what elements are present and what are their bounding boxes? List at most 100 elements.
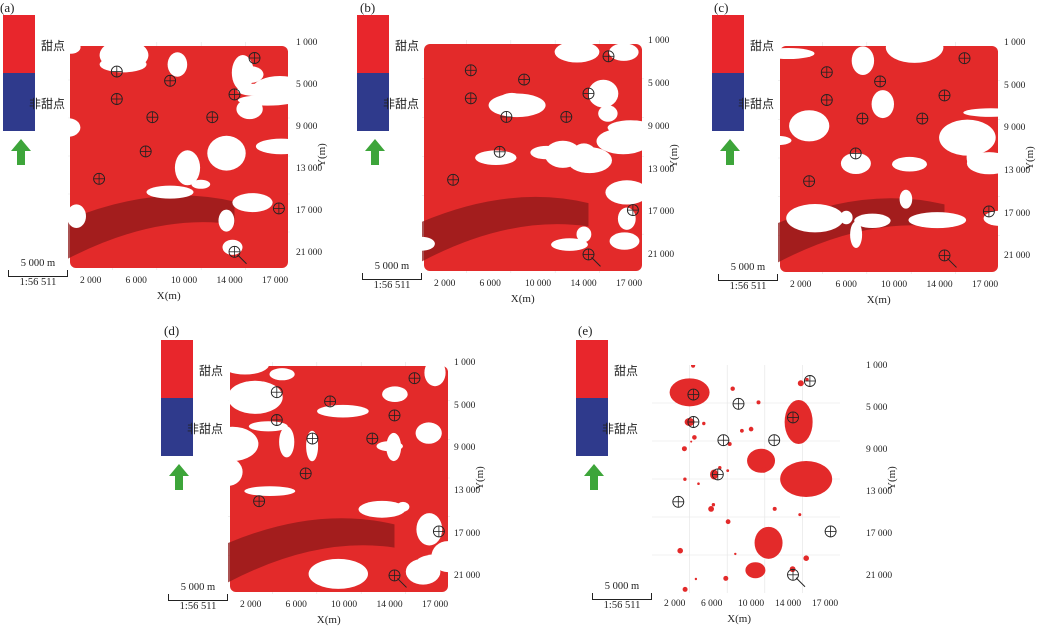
legend-sweet-label: 甜点 bbox=[395, 39, 420, 53]
well-marker-icon bbox=[820, 66, 833, 79]
y-tick-label: 21 000 bbox=[866, 570, 893, 581]
x-tick-label: 6 000 bbox=[479, 279, 501, 289]
x-tick-label: 17 000 bbox=[972, 280, 999, 290]
y-tick-label: 17 000 bbox=[648, 207, 675, 218]
y-tick-label: 21 000 bbox=[648, 250, 675, 261]
well-marker-icon bbox=[803, 375, 816, 387]
panel-label: (a) bbox=[0, 0, 15, 15]
y-tick-label: 17 000 bbox=[866, 528, 893, 539]
well-marker-icon bbox=[602, 50, 615, 63]
legend-sweet-label: 甜点 bbox=[614, 364, 639, 378]
up-arrow-icon bbox=[365, 139, 385, 165]
legend-nonsweet-label: 非甜点 bbox=[187, 422, 224, 436]
well-marker-icon bbox=[110, 93, 123, 105]
legend-sweet-swatch bbox=[576, 340, 608, 398]
legend-nonsweet-swatch bbox=[712, 73, 744, 131]
y-tick-label: 9 000 bbox=[866, 444, 888, 455]
well-marker-icon bbox=[820, 94, 833, 106]
y-tick-label: 9 000 bbox=[1004, 123, 1026, 134]
well-marker-icon bbox=[270, 386, 283, 399]
legend-sweet-label: 甜点 bbox=[199, 364, 224, 378]
x-tick-label: 17 000 bbox=[812, 599, 839, 609]
x-tick-label: 17 000 bbox=[422, 600, 449, 610]
well-marker-icon bbox=[787, 411, 799, 424]
well-marker-icon bbox=[206, 111, 219, 124]
panel-label: (c) bbox=[714, 0, 729, 15]
x-tick-label: 14 000 bbox=[926, 280, 953, 290]
well-marker-icon bbox=[803, 175, 816, 188]
well-marker-icon bbox=[938, 249, 951, 262]
sweet-spot-map bbox=[228, 362, 450, 594]
y-tick-label: 17 000 bbox=[1004, 208, 1031, 219]
well-marker-icon bbox=[228, 88, 241, 101]
x-tick-label: 10 000 bbox=[525, 279, 552, 289]
y-tick-label: 5 000 bbox=[296, 79, 318, 90]
well-marker-icon bbox=[856, 112, 869, 125]
well-marker-icon bbox=[768, 434, 781, 447]
scale-length: 5 000 m bbox=[374, 261, 410, 272]
x-tick-label: 14 000 bbox=[570, 279, 597, 289]
well-marker-icon bbox=[272, 202, 285, 215]
legend-sweet-label: 甜点 bbox=[41, 39, 66, 53]
well-marker-icon bbox=[366, 432, 379, 445]
well-marker-icon bbox=[447, 173, 460, 186]
well-marker-icon bbox=[626, 204, 639, 217]
x-tick-label: 10 000 bbox=[171, 276, 198, 286]
y-tick-label: 1 000 bbox=[1004, 38, 1026, 48]
well-marker-icon bbox=[248, 52, 261, 64]
x-tick-label: 6 000 bbox=[701, 599, 723, 609]
legend-sweet-swatch bbox=[357, 15, 389, 73]
y-tick-label: 5 000 bbox=[454, 400, 476, 411]
y-tick-label: 17 000 bbox=[454, 528, 481, 539]
y-tick-label: 9 000 bbox=[296, 121, 318, 132]
scale-length: 5 000 m bbox=[730, 262, 766, 273]
scale-ratio: 1:56 511 bbox=[729, 281, 767, 292]
well-marker-icon bbox=[388, 409, 401, 422]
well-marker-icon bbox=[958, 52, 971, 65]
y-tick-label: 9 000 bbox=[648, 121, 670, 132]
scale-ratio: 1:56 511 bbox=[603, 600, 641, 611]
well-marker-icon bbox=[687, 388, 700, 401]
y-tick-label: 13 000 bbox=[296, 163, 323, 174]
legend-nonsweet-label: 非甜点 bbox=[602, 422, 639, 436]
scale-bar: 5 000 m 1:56 511 bbox=[718, 262, 778, 292]
y-tick-label: 13 000 bbox=[648, 164, 675, 175]
well-marker-icon bbox=[432, 525, 445, 538]
well-marker-icon bbox=[110, 65, 123, 78]
up-arrow-icon bbox=[584, 464, 604, 490]
well-marker-icon bbox=[388, 569, 401, 582]
x-tick-label: 2 000 bbox=[434, 279, 456, 289]
well-marker-icon bbox=[711, 468, 724, 481]
x-tick-label: 10 000 bbox=[738, 599, 765, 609]
legend-nonsweet-swatch bbox=[357, 73, 389, 131]
well-marker-icon bbox=[93, 172, 106, 185]
legend-sweet-swatch bbox=[161, 340, 193, 398]
well-marker-icon bbox=[916, 112, 929, 125]
y-tick-label: 1 000 bbox=[648, 36, 670, 46]
well-marker-icon bbox=[687, 416, 700, 428]
y-tick-label: 21 000 bbox=[296, 247, 323, 258]
well-marker-icon bbox=[464, 92, 477, 105]
x-tick-label: 6 000 bbox=[835, 280, 857, 290]
y-tick-label: 13 000 bbox=[866, 486, 893, 497]
panel-label: (e) bbox=[578, 323, 593, 338]
x-tick-label: 10 000 bbox=[331, 600, 358, 610]
y-tick-label: 5 000 bbox=[1004, 80, 1026, 91]
sweet-spot-map bbox=[778, 42, 1000, 274]
y-axis-title: Y(m) bbox=[474, 465, 486, 490]
well-marker-icon bbox=[582, 87, 595, 100]
x-tick-label: 2 000 bbox=[790, 280, 812, 290]
well-marker-icon bbox=[938, 89, 951, 102]
well-marker-icon bbox=[874, 75, 887, 88]
scale-bar: 5 000 m 1:56 511 bbox=[168, 582, 228, 612]
x-tick-label: 14 000 bbox=[216, 276, 243, 286]
well-marker-icon bbox=[270, 414, 283, 426]
well-marker-icon bbox=[299, 467, 312, 480]
y-axis-title: Y(m) bbox=[668, 144, 680, 169]
legend-sweet-swatch bbox=[3, 15, 35, 73]
x-axis-title: X(m) bbox=[316, 614, 341, 626]
panel-label: (b) bbox=[360, 0, 376, 15]
well-marker-icon bbox=[228, 245, 241, 258]
legend-sweet-swatch bbox=[712, 15, 744, 73]
up-arrow-icon bbox=[11, 139, 31, 165]
